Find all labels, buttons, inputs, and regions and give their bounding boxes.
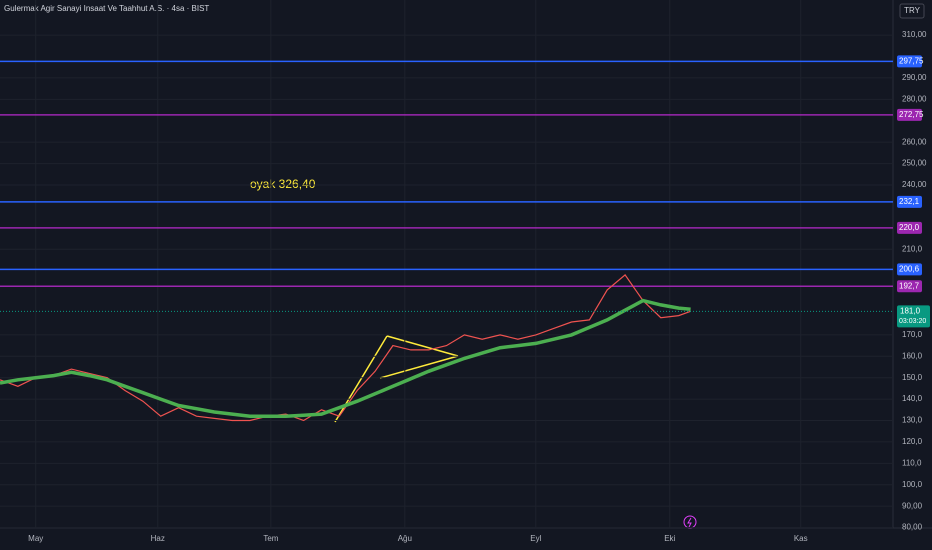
y-tick-label: 130,0: [902, 416, 923, 425]
level-tag: [897, 263, 922, 276]
event-icon-bolt: [687, 517, 692, 528]
y-tick-label: 80,00: [902, 523, 923, 532]
y-tick-label: 260,00: [902, 137, 927, 146]
chart-title: Gulermak Agir Sanayi Insaat Ve Taahhut A…: [4, 4, 209, 13]
annotation: oyak 326,40: [250, 177, 316, 191]
level-label: 200,6: [899, 264, 920, 273]
last-price-tag: [897, 305, 930, 328]
y-tick-label: 120,0: [902, 437, 923, 446]
x-tick-label: Haz: [151, 534, 165, 543]
y-tick-label: 100,0: [902, 480, 923, 489]
y-tick-label: 140,0: [902, 394, 923, 403]
y-tick-label: 110,0: [902, 458, 922, 467]
level-tag: [897, 55, 922, 68]
currency-button[interactable]: [899, 3, 925, 19]
currency-label[interactable]: TRY: [904, 6, 921, 15]
level-label: 220,0: [899, 223, 920, 232]
level-label: 297,75: [899, 56, 924, 65]
y-tick-label: 240,00: [902, 180, 927, 189]
y-tick-label: 210,0: [902, 244, 923, 253]
y-tick-label: 250,00: [902, 159, 927, 168]
y-tick-label: 290,00: [902, 73, 927, 82]
x-tick-label: Ağu: [398, 534, 412, 543]
series-line: [0, 298, 691, 418]
level-tag: [897, 221, 922, 234]
x-tick-label: Tem: [263, 534, 278, 543]
y-tick-label: 310,00: [902, 30, 927, 39]
x-tick-label: Kas: [794, 534, 808, 543]
y-tick-label: 160,0: [902, 351, 923, 360]
level-tag: [897, 108, 922, 121]
y-tick-label: 280,00: [902, 94, 927, 103]
last-price-label: 181,0: [900, 306, 921, 315]
level-tag: [897, 280, 922, 293]
level-label: 272,75: [899, 110, 924, 119]
y-tick-label: 90,00: [902, 501, 923, 510]
level-label: 192,7: [899, 281, 920, 290]
y-tick-label: 150,0: [902, 373, 923, 382]
countdown-label: 03:03:20: [899, 318, 926, 325]
x-tick-label: Eyl: [530, 534, 541, 543]
level-label: 232,1: [899, 197, 920, 206]
level-tag: [897, 195, 922, 208]
x-tick-label: May: [28, 534, 43, 543]
x-tick-label: Eki: [664, 534, 675, 543]
y-tick-label: 170,0: [902, 330, 923, 339]
